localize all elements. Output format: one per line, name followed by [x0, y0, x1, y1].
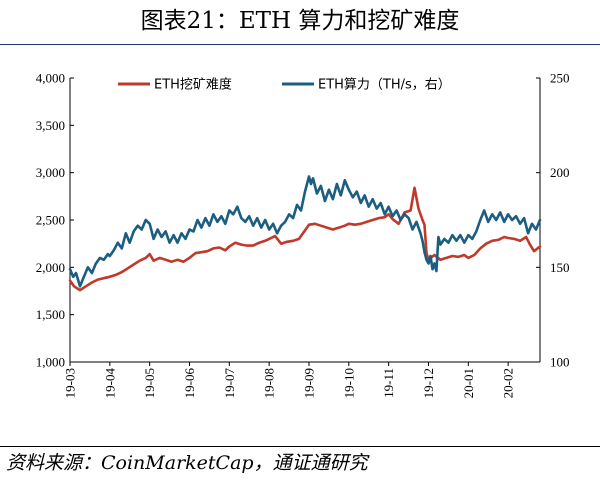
legend-label-hashrate: ETH算力（TH/s，右）	[318, 78, 451, 93]
x-tick-label: 19-04	[102, 368, 117, 399]
plot-frame	[69, 78, 541, 363]
left-tick-label: 1,500	[36, 307, 65, 322]
left-tick-label: 3,000	[36, 165, 65, 180]
x-tick-label: 20-02	[501, 368, 516, 398]
right-tick-label: 100	[550, 355, 570, 370]
difficulty-line	[68, 186, 542, 292]
right-tick-label: 250	[550, 71, 570, 86]
right-y-axis: 100 150 200 250	[536, 71, 570, 370]
x-axis: 19-03 19-04 19-05 19-06 19-07 19-08 19-09 19-10…	[63, 362, 516, 398]
x-tick-label: 19-11	[381, 368, 396, 398]
x-tick-label: 19-08	[262, 368, 277, 398]
left-tick-label: 4,000	[36, 71, 65, 86]
title-rule	[0, 44, 600, 45]
right-tick-label: 200	[550, 165, 570, 180]
legend-label-difficulty: ETH挖矿难度	[154, 77, 232, 93]
left-tick-label: 1,000	[36, 355, 65, 370]
x-tick-label: 19-06	[182, 368, 197, 399]
right-tick-label: 150	[550, 260, 570, 275]
x-tick-label: 19-12	[421, 368, 436, 398]
source-rule	[0, 446, 600, 447]
hashrate-line	[68, 175, 542, 288]
chart-title: 图表21：ETH 算力和挖矿难度	[140, 8, 460, 34]
left-tick-label: 2,500	[36, 213, 65, 228]
x-tick-label: 20-01	[461, 368, 476, 398]
series-layer	[68, 175, 542, 292]
legend: ETH挖矿难度 ETH算力（TH/s，右）	[118, 77, 451, 93]
x-tick-label: 19-07	[222, 368, 237, 399]
left-tick-label: 3,500	[36, 118, 65, 133]
source-note: 资料来源：CoinMarketCap，通证通研究	[6, 452, 368, 474]
x-tick-label: 19-09	[301, 368, 316, 398]
x-tick-label: 19-05	[142, 368, 157, 398]
left-y-axis: 1,000 1,500 2,000 2,500 3,000 3,500 4,000	[36, 71, 74, 370]
x-tick-label: 19-03	[63, 368, 78, 398]
x-tick-label: 19-10	[341, 368, 356, 398]
left-tick-label: 2,000	[36, 260, 65, 275]
